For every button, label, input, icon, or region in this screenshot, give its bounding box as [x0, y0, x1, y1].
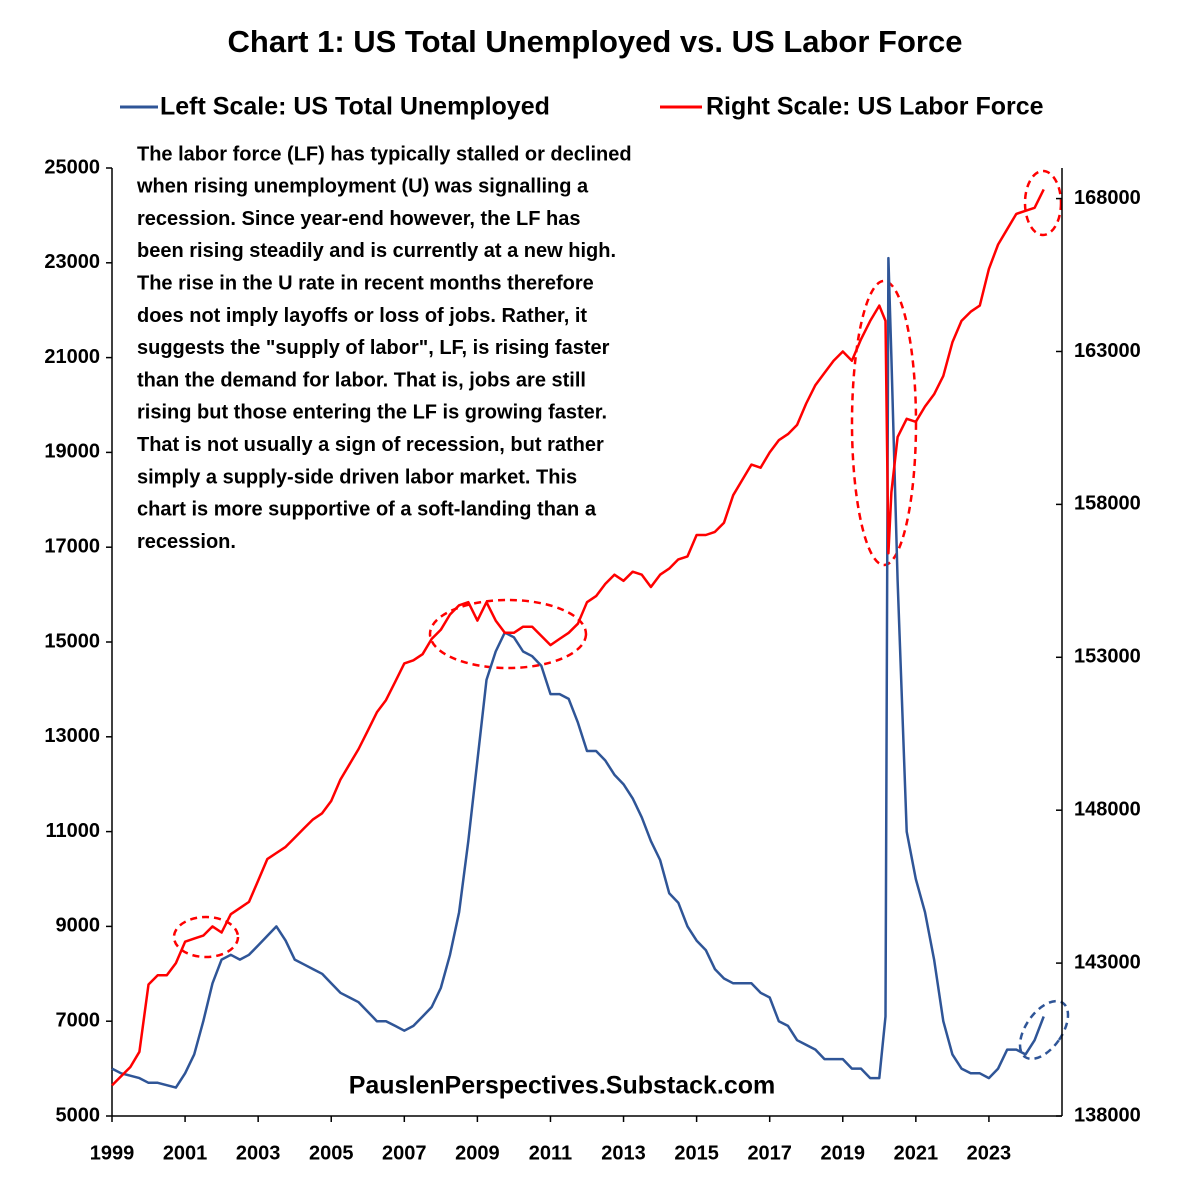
highlight: [428, 598, 588, 670]
annotation-line: than the demand for labor. That is, jobs…: [137, 369, 586, 391]
series-line: [111, 256, 1045, 1089]
y2-tick-label: 163000: [1074, 340, 1141, 362]
y-tick-label: 13000: [44, 725, 100, 747]
x-tick-label: 2013: [601, 1142, 646, 1164]
y2-tick-label: 143000: [1074, 951, 1141, 973]
y-tick-label: 9000: [56, 915, 101, 937]
annotation-line: The labor force (LF) has typically stall…: [137, 143, 632, 165]
annotation-line: been rising steadily and is currently at…: [137, 240, 616, 262]
y2-tick-label: 153000: [1074, 646, 1141, 668]
highlight: [850, 279, 918, 567]
y-tick-label: 19000: [44, 441, 100, 463]
x-tick-label: 2005: [309, 1142, 354, 1164]
x-tick-label: 2007: [382, 1142, 427, 1164]
x-tick-label: 2017: [747, 1142, 792, 1164]
x-tick-label: 2011: [529, 1142, 572, 1164]
y2-tick-label: 158000: [1074, 493, 1141, 515]
y-tick-label: 25000: [44, 156, 100, 178]
highlight: [1023, 169, 1063, 237]
x-tick-label: 2015: [674, 1142, 719, 1164]
x-tick-label: 1999: [90, 1142, 135, 1164]
annotation-line: simply a supply-side driven labor market…: [137, 466, 577, 488]
highlight: [1018, 999, 1070, 1061]
series-line: [111, 188, 1045, 1087]
x-tick-label: 2021: [894, 1142, 939, 1164]
y2-tick-label: 138000: [1074, 1104, 1141, 1126]
annotation-line: recession.: [137, 531, 236, 553]
chart-title: Chart 1: US Total Unemployed vs. US Labo…: [228, 24, 963, 59]
annotation-line: chart is more supportive of a soft-landi…: [137, 499, 597, 521]
source-label: PauslenPerspectives.Substack.com: [349, 1072, 776, 1100]
y-tick-label: 7000: [56, 1009, 101, 1031]
y-tick-label: 21000: [44, 346, 100, 368]
annotation-line: That is not usually a sign of recession,…: [137, 434, 604, 456]
y-tick-label: 5000: [56, 1104, 101, 1126]
x-tick-label: 2023: [967, 1142, 1012, 1164]
annotation-line: when rising unemployment (U) was signall…: [136, 176, 589, 198]
y-tick-label: 17000: [44, 535, 100, 557]
y-tick-label: 11000: [45, 820, 100, 842]
annotation-line: recession. Since year-end however, the L…: [137, 208, 581, 230]
annotation-line: rising but those entering the LF is grow…: [137, 402, 607, 424]
annotation-line: suggests the "supply of labor", LF, is r…: [137, 337, 610, 359]
legend: Left Scale: US Total Unemployed Right Sc…: [120, 93, 1044, 121]
annotation-line: The rise in the U rate in recent months …: [137, 272, 594, 294]
y-tick-label: 23000: [44, 251, 100, 273]
legend-label: Left Scale: US Total Unemployed: [160, 93, 550, 121]
y2-tick-label: 168000: [1074, 187, 1141, 209]
legend-label: Right Scale: US Labor Force: [706, 93, 1044, 121]
x-tick-label: 2019: [821, 1142, 866, 1164]
y2-tick-label: 148000: [1074, 798, 1141, 820]
x-tick-label: 2009: [455, 1142, 500, 1164]
annotation-line: does not imply layoffs or loss of jobs. …: [137, 305, 587, 327]
y-tick-label: 15000: [44, 630, 100, 652]
highlight: [172, 915, 240, 959]
x-tick-label: 2001: [163, 1142, 208, 1164]
annotation: The labor force (LF) has typically stall…: [136, 143, 632, 553]
x-tick-label: 2003: [236, 1142, 281, 1164]
